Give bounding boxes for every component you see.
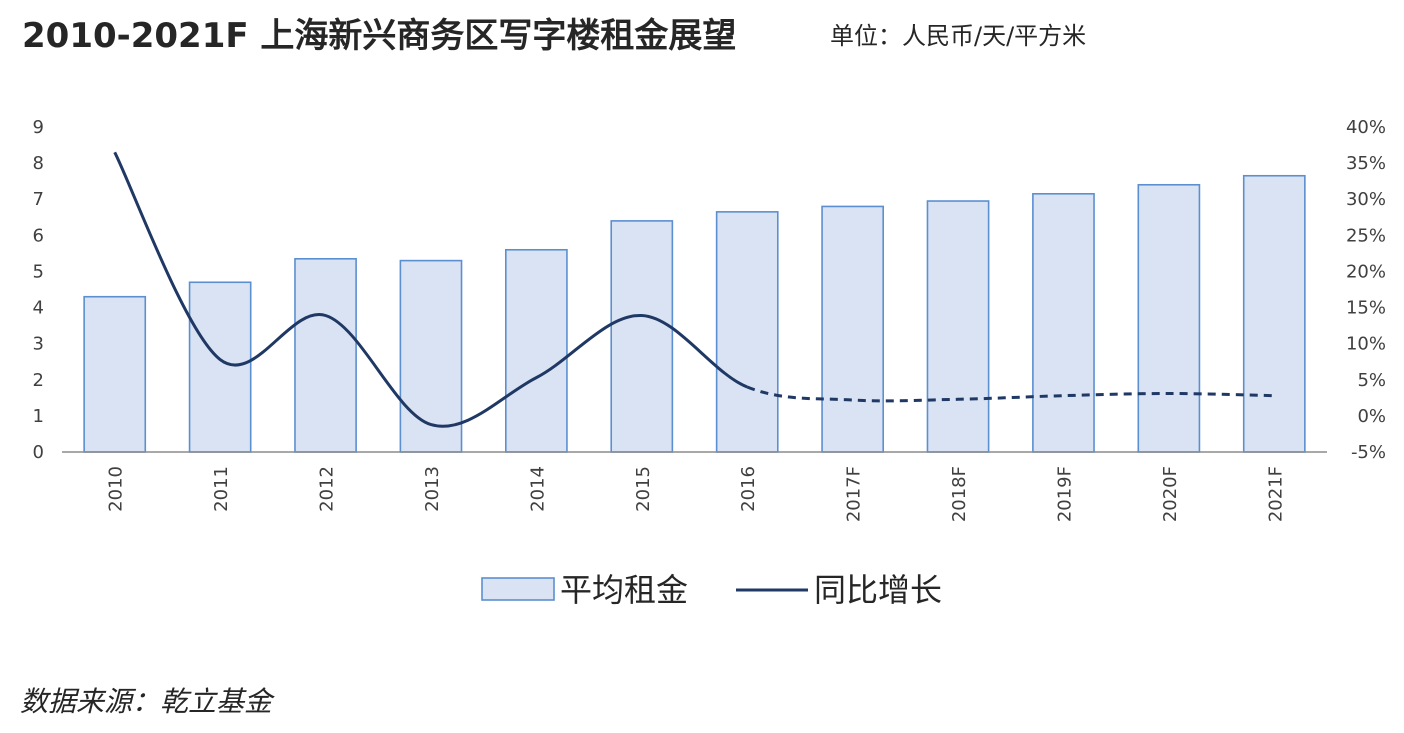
growth-line	[113, 151, 1275, 428]
left-axis-tick-label: 0	[33, 442, 44, 463]
left-axis: 0 1 2 3 4 5 6 7 8 9	[33, 117, 44, 463]
x-axis-tick-label: 2017F	[844, 466, 865, 522]
x-axis-tick-label: 2014	[527, 466, 548, 512]
right-axis-tick-label: 25%	[1346, 225, 1386, 246]
left-axis-tick-label: 6	[33, 225, 44, 246]
rent-bar	[294, 258, 357, 453]
right-axis-tick-label: -5%	[1351, 442, 1386, 463]
rent-bar	[821, 205, 884, 453]
x-axis-tick-label: 2010	[106, 466, 127, 512]
left-axis-tick-label: 2	[33, 370, 44, 391]
left-axis-tick-label: 5	[33, 261, 44, 282]
rent-bar	[1032, 193, 1095, 453]
growth-line-forecast	[746, 385, 1275, 403]
rent-bar	[83, 295, 147, 453]
left-axis-tick-label: 7	[33, 189, 44, 210]
rent-bar	[1137, 183, 1201, 453]
left-axis-tick-label: 4	[33, 298, 44, 319]
rent-bar	[610, 220, 674, 453]
legend-bar-label: 平均租金	[560, 571, 688, 609]
chart-title: 2010-2021F 上海新兴商务区写字楼租金展望	[22, 16, 737, 56]
right-axis-tick-label: 0%	[1357, 406, 1386, 427]
x-axis-tick-label: 2012	[317, 466, 338, 512]
left-axis-tick-label: 3	[33, 334, 44, 355]
rent-bar	[505, 248, 568, 453]
x-axis-tick-label: 2016	[738, 466, 759, 512]
right-axis-tick-label: 10%	[1346, 334, 1386, 355]
right-axis-tick-label: 5%	[1357, 370, 1386, 391]
rent-bar	[1242, 174, 1306, 453]
right-axis-tick-label: 30%	[1346, 189, 1386, 210]
right-axis-tick-label: 35%	[1346, 153, 1386, 174]
unit-label: 单位：人民币/天/平方米	[830, 22, 1087, 50]
rent-bar	[926, 200, 990, 453]
x-axis-tick-label: 2011	[211, 466, 232, 512]
x-axis-tick-label: 2020F	[1160, 466, 1181, 522]
right-axis-tick-label: 15%	[1346, 298, 1386, 319]
rent-bars	[83, 174, 1306, 453]
left-axis-tick-label: 9	[33, 117, 44, 138]
x-axis-tick-label: 2018F	[949, 466, 970, 522]
x-axis-tick-label: 2015	[633, 466, 654, 512]
legend-bar-swatch	[481, 577, 555, 601]
data-source: 数据来源：乾立基金	[20, 685, 273, 718]
right-axis-tick-label: 20%	[1346, 261, 1386, 282]
rent-bar	[715, 211, 779, 453]
x-axis-tick-label: 2021F	[1265, 466, 1286, 522]
x-axis-tick-label: 2019F	[1054, 466, 1075, 522]
left-axis-tick-label: 1	[33, 406, 44, 427]
right-axis: -5% 0% 5% 10% 15% 20% 25% 30% 35% 40%	[1346, 117, 1386, 463]
x-axis-tick-label: 2013	[422, 466, 443, 512]
rent-bar	[188, 281, 252, 453]
growth-line-actual	[113, 151, 748, 428]
legend-line-label: 同比增长	[814, 571, 942, 609]
left-axis-tick-label: 8	[33, 153, 44, 174]
right-axis-tick-label: 40%	[1346, 117, 1386, 138]
legend: 平均租金 同比增长	[481, 571, 942, 609]
x-axis-ticks: 2010 2011 2012 2013 2014 2015 2016 2017F 2018F 20…	[106, 466, 1287, 522]
